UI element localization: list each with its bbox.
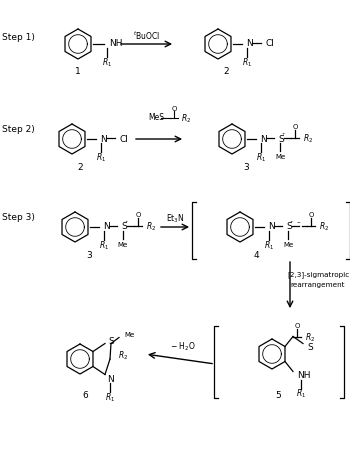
Text: $R_1$: $R_1$ [296, 386, 306, 399]
Text: MeS: MeS [148, 113, 164, 122]
Text: O: O [294, 323, 300, 329]
Text: S: S [286, 222, 292, 231]
Text: $^-$: $^-$ [296, 220, 302, 225]
Text: Cl: Cl [120, 134, 129, 143]
Text: Cl: Cl [266, 39, 275, 48]
Text: $R_2$: $R_2$ [303, 133, 313, 145]
Text: 4: 4 [253, 250, 259, 259]
Text: 3: 3 [243, 162, 249, 171]
Text: $R_1$: $R_1$ [99, 239, 109, 252]
Text: S: S [108, 336, 114, 345]
Text: $R_1$: $R_1$ [102, 56, 112, 69]
Text: N: N [107, 374, 114, 383]
Text: NH: NH [109, 39, 122, 48]
Text: Et$_3$N: Et$_3$N [166, 212, 184, 225]
Text: $R_2$: $R_2$ [146, 220, 156, 233]
Text: N: N [100, 134, 107, 143]
Text: $^+$: $^+$ [289, 220, 295, 225]
Text: 3: 3 [86, 250, 92, 259]
Text: N: N [103, 222, 110, 231]
Text: S: S [121, 222, 127, 231]
Text: $^+$: $^+$ [124, 220, 130, 225]
Text: $R_1$: $R_1$ [105, 391, 115, 403]
Text: Me: Me [118, 241, 128, 247]
Text: Me: Me [283, 241, 293, 247]
Text: $-$ H$_2$O: $-$ H$_2$O [170, 340, 196, 353]
Text: 1: 1 [75, 67, 81, 76]
Text: O: O [308, 212, 314, 218]
Text: Step 3): Step 3) [2, 213, 35, 222]
Text: $R_1$: $R_1$ [242, 56, 252, 69]
Text: N: N [268, 222, 275, 231]
Text: 6: 6 [82, 391, 88, 400]
Text: O: O [171, 106, 177, 112]
Text: [2,3]-sigmatropic: [2,3]-sigmatropic [287, 271, 349, 278]
Text: NH: NH [297, 370, 310, 379]
Text: $^t$BuOCl: $^t$BuOCl [133, 30, 161, 42]
Text: N: N [246, 39, 253, 48]
Text: S: S [307, 342, 313, 351]
Text: $R_2$: $R_2$ [305, 330, 315, 343]
Text: 2: 2 [77, 162, 83, 171]
Text: $R_1$: $R_1$ [256, 151, 266, 164]
Text: 5: 5 [275, 391, 281, 400]
Text: Step 1): Step 1) [2, 33, 35, 41]
Text: N: N [260, 134, 267, 143]
Text: 2: 2 [223, 67, 229, 76]
Text: O: O [292, 124, 298, 130]
Text: $R_2$: $R_2$ [319, 220, 329, 233]
Text: Me: Me [275, 154, 285, 160]
Text: $R_2$: $R_2$ [181, 112, 191, 125]
Text: $R_2$: $R_2$ [118, 349, 128, 362]
Text: $R_1$: $R_1$ [96, 151, 106, 164]
Text: $R_1$: $R_1$ [264, 239, 274, 252]
Text: Me: Me [124, 332, 134, 338]
Text: Step 2): Step 2) [2, 125, 35, 134]
Text: $^+$: $^+$ [281, 132, 287, 137]
Text: rearrangement: rearrangement [291, 281, 345, 287]
Text: S: S [278, 134, 284, 143]
Text: O: O [135, 212, 141, 218]
